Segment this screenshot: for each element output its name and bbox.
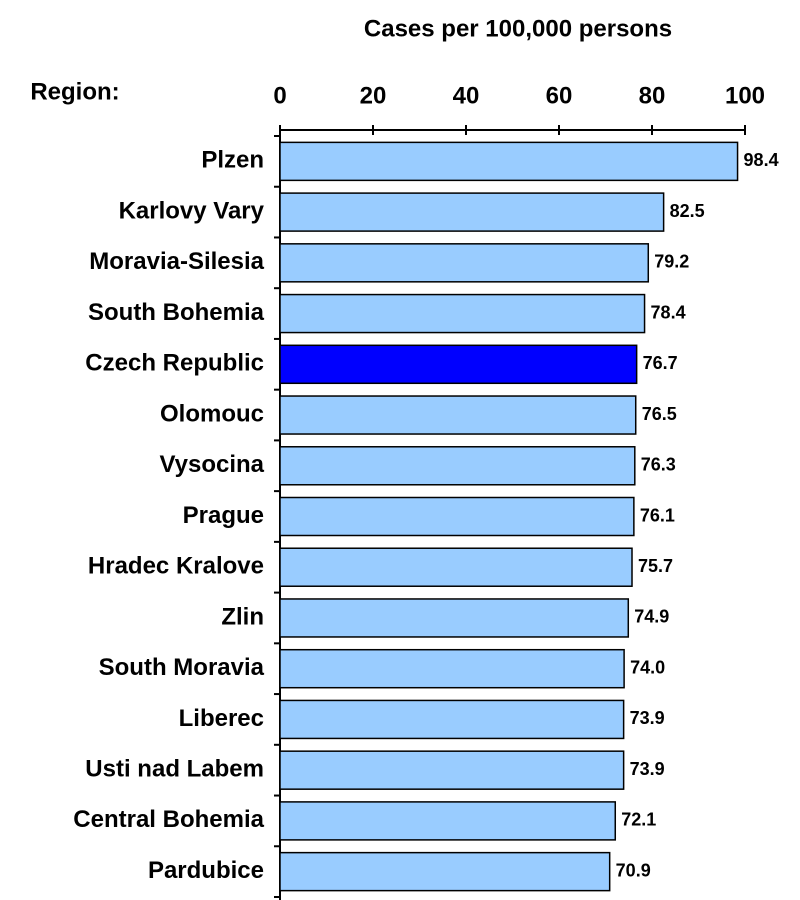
y-tick-label: Moravia-Silesia [89,248,264,275]
x-tick-label: 20 [360,82,387,109]
x-tick-label: 60 [546,82,573,109]
x-tick-label: 80 [639,82,666,109]
data-label: 74.0 [630,657,665,677]
bar [279,801,617,841]
y-tick-label: Central Bohemia [73,806,264,833]
x-tick-label: 100 [725,82,765,109]
y-tick-label: South Bohemia [88,299,265,326]
y-axis-label: Region: [30,78,119,105]
y-tick-label: Vysocina [160,451,265,478]
bar [279,344,638,385]
data-label: 72.1 [621,810,656,830]
x-tick-label: 40 [453,82,480,109]
data-label: 74.9 [634,607,669,627]
y-tick-label: Liberec [179,705,264,732]
y-tick-label: Pardubice [148,857,264,884]
y-tick-label: South Moravia [99,654,265,681]
y-tick-label: Prague [183,502,264,529]
bar [279,750,625,790]
bar [279,699,625,740]
bar [279,547,633,587]
y-tick-label: Karlovy Vary [119,197,265,224]
y-tick-label: Plzen [201,147,264,174]
y-tick-label: Zlin [221,603,264,630]
data-label: 78.4 [651,302,686,322]
bar [279,141,739,182]
data-label: 76.7 [643,353,678,373]
bar [279,395,637,435]
data-label: 76.5 [642,404,677,424]
data-label: 76.3 [641,455,676,475]
data-label: 98.4 [744,150,779,170]
bar [279,243,650,283]
y-tick-label: Czech Republic [85,350,264,377]
chart-title: Cases per 100,000 persons [364,15,672,42]
data-label: 82.5 [670,201,705,221]
data-label: 79.2 [654,252,689,272]
y-tick-label: Olomouc [160,400,264,427]
data-label: 75.7 [638,556,673,576]
data-label: 70.9 [616,860,651,880]
x-tick-label: 0 [273,82,286,109]
y-tick-label: Usti nad Labem [85,756,264,783]
data-label: 73.9 [630,759,665,779]
bar [279,446,636,486]
bar [279,192,665,232]
bar [279,851,611,892]
data-label: 73.9 [630,708,665,728]
y-tick-label: Hradec Kralove [88,553,264,580]
data-label: 76.1 [640,505,675,525]
bar [279,598,630,638]
bar [279,648,625,689]
bar [279,293,646,334]
bar [279,496,635,537]
